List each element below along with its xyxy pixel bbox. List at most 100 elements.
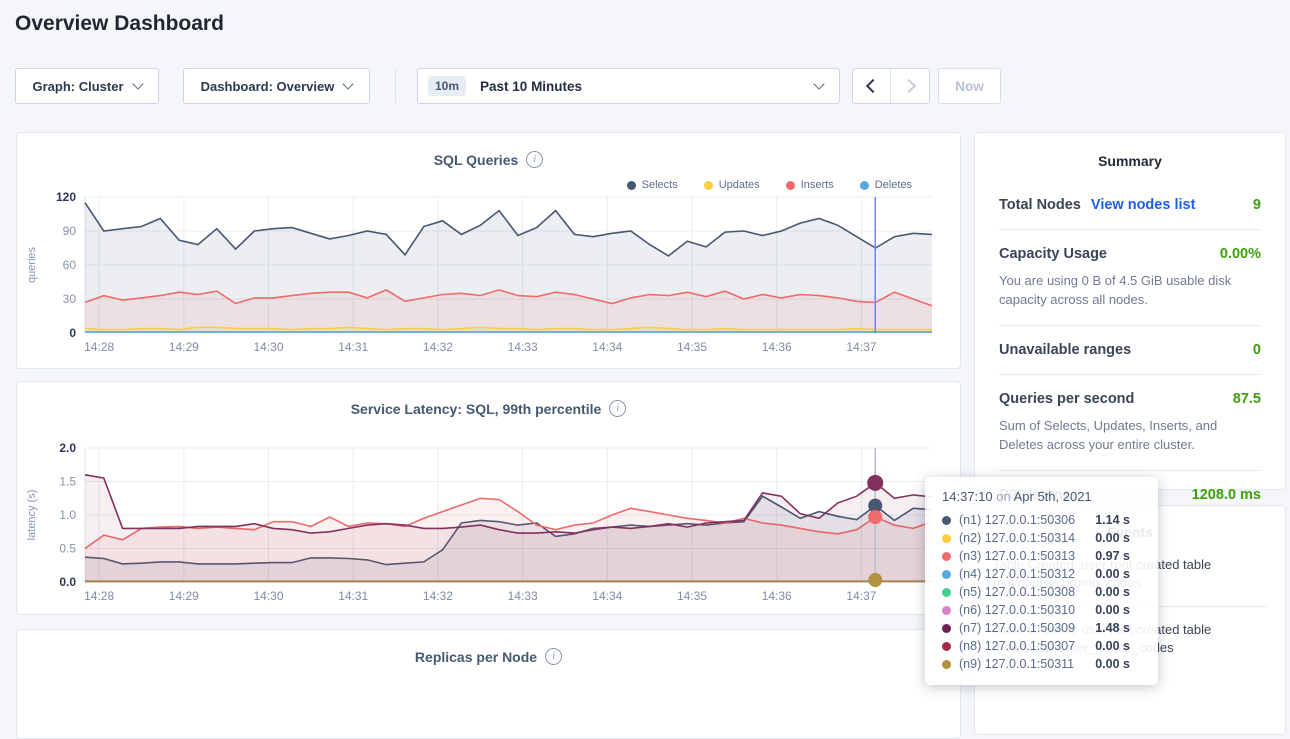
svg-text:latency (s): latency (s) xyxy=(26,490,38,541)
node-address: (n8) 127.0.0.1:50307 xyxy=(959,639,1075,653)
graph-selector-label: Graph: Cluster xyxy=(32,79,123,94)
svg-text:90: 90 xyxy=(63,224,77,238)
tooltip-row: (n9) 127.0.0.1:503110.00 s xyxy=(942,655,1146,673)
svg-text:14:28: 14:28 xyxy=(84,589,114,603)
replicas-per-node-panel: Replicas per Node i xyxy=(16,629,961,739)
dashboard-selector-label: Dashboard: Overview xyxy=(201,79,335,94)
total-nodes-label: Total Nodes xyxy=(999,197,1081,213)
node-color-dot xyxy=(942,534,951,543)
node-color-dot xyxy=(942,516,951,525)
replicas-per-node-title: Replicas per Node xyxy=(415,649,537,665)
capacity-usage-value: 0.00% xyxy=(1220,246,1261,262)
service-latency-title: Service Latency: SQL, 99th percentile xyxy=(351,401,602,417)
p99-latency-value: 1208.0 ms xyxy=(1192,487,1261,503)
svg-text:0.0: 0.0 xyxy=(59,575,76,589)
node-address: (n5) 127.0.0.1:50308 xyxy=(959,585,1075,599)
chevron-down-icon xyxy=(343,78,354,89)
summary-row-capacity: Capacity Usage 0.00% xyxy=(999,246,1261,262)
svg-text:14:36: 14:36 xyxy=(762,340,792,354)
svg-text:60: 60 xyxy=(63,258,77,272)
node-color-dot xyxy=(942,552,951,561)
svg-text:30: 30 xyxy=(63,292,77,306)
svg-text:14:32: 14:32 xyxy=(423,589,453,603)
node-color-dot xyxy=(942,660,951,669)
summary-title: Summary xyxy=(999,153,1261,169)
sql-queries-chart[interactable]: 030609012014:2814:2914:3014:3114:3214:33… xyxy=(19,189,944,359)
svg-text:queries: queries xyxy=(26,246,38,283)
svg-text:1.5: 1.5 xyxy=(59,475,76,489)
controls-divider xyxy=(395,70,396,103)
tooltip-row: (n6) 127.0.0.1:50310 0.00 s xyxy=(942,601,1146,619)
svg-text:14:30: 14:30 xyxy=(254,589,284,603)
svg-text:14:35: 14:35 xyxy=(677,589,707,603)
tooltip-row: (n3) 127.0.0.1:50313 0.97 s xyxy=(942,547,1146,565)
svg-text:120: 120 xyxy=(56,190,76,204)
node-color-dot xyxy=(942,588,951,597)
divider xyxy=(999,229,1261,230)
service-latency-chart[interactable]: 0.00.51.01.52.014:2814:2914:3014:3114:32… xyxy=(19,440,944,608)
svg-text:0.5: 0.5 xyxy=(59,542,76,556)
svg-text:14:33: 14:33 xyxy=(508,589,538,603)
node-latency-value: 0.00 s xyxy=(1095,603,1146,617)
chevron-right-icon xyxy=(901,79,915,93)
node-address: (n1) 127.0.0.1:50306 xyxy=(959,513,1075,527)
time-range-label: Past 10 Minutes xyxy=(480,79,582,94)
sql-queries-title: SQL Queries xyxy=(434,152,519,168)
info-icon[interactable]: i xyxy=(609,400,626,417)
node-address: (n7) 127.0.0.1:50309 xyxy=(959,621,1075,635)
summary-row-unavailable: Unavailable ranges 0 xyxy=(999,342,1261,358)
info-icon[interactable]: i xyxy=(545,648,562,665)
node-latency-value: 0.00 s xyxy=(1095,531,1146,545)
node-address: (n3) 127.0.0.1:50313 xyxy=(959,549,1075,563)
svg-text:14:31: 14:31 xyxy=(338,340,368,354)
time-range-selector[interactable]: 10m Past 10 Minutes xyxy=(417,68,840,104)
time-next-button[interactable] xyxy=(891,69,929,103)
node-color-dot xyxy=(942,642,951,651)
graph-selector[interactable]: Graph: Cluster xyxy=(15,68,159,104)
tooltip-row: (n1) 127.0.0.1:50306 1.14 s xyxy=(942,511,1146,529)
summary-row-total-nodes: Total Nodes View nodes list 9 xyxy=(999,197,1261,213)
page-title: Overview Dashboard xyxy=(15,12,224,36)
tooltip-row: (n4) 127.0.0.1:503120.00 s xyxy=(942,565,1146,583)
capacity-usage-desc: You are using 0 B of 4.5 GiB usable disk… xyxy=(999,271,1261,309)
svg-text:14:29: 14:29 xyxy=(169,340,199,354)
tooltip-row: (n2) 127.0.0.1:503140.00 s xyxy=(942,529,1146,547)
tooltip-timestamp: 14:37:10 on Apr 5th, 2021 xyxy=(942,489,1146,504)
time-nav-group xyxy=(852,68,930,104)
divider xyxy=(999,325,1261,326)
node-latency-value: 0.00 s xyxy=(1095,567,1146,581)
node-latency-value: 0.00 s xyxy=(1095,585,1146,599)
svg-text:14:28: 14:28 xyxy=(84,340,114,354)
info-icon[interactable]: i xyxy=(526,151,543,168)
sql-queries-panel: SQL Queries i SelectsUpdatesInsertsDelet… xyxy=(16,132,961,369)
now-button[interactable]: Now xyxy=(938,68,1001,104)
node-address: (n6) 127.0.0.1:50310 xyxy=(959,603,1075,617)
dashboard-selector[interactable]: Dashboard: Overview xyxy=(183,68,370,104)
node-latency-value: 0.00 s xyxy=(1095,657,1146,671)
time-prev-button[interactable] xyxy=(853,69,891,103)
view-nodes-list-link[interactable]: View nodes list xyxy=(1091,197,1196,213)
tooltip-rows: (n1) 127.0.0.1:50306 1.14 s (n2) 127.0.0.1… xyxy=(942,511,1146,673)
svg-text:14:32: 14:32 xyxy=(423,340,453,354)
svg-text:14:34: 14:34 xyxy=(592,340,622,354)
unavailable-ranges-value: 0 xyxy=(1253,342,1261,358)
chart-hover-tooltip: 14:37:10 on Apr 5th, 2021 (n1) 127.0.0.1… xyxy=(925,477,1158,685)
svg-text:14:34: 14:34 xyxy=(592,589,622,603)
time-range-badge: 10m xyxy=(428,76,466,96)
tooltip-row: (n7) 127.0.0.1:50309 1.48 s xyxy=(942,619,1146,637)
svg-text:0: 0 xyxy=(69,326,76,340)
svg-text:14:31: 14:31 xyxy=(338,589,368,603)
qps-label: Queries per second xyxy=(999,391,1134,407)
svg-text:14:36: 14:36 xyxy=(762,589,792,603)
unavailable-ranges-label: Unavailable ranges xyxy=(999,342,1131,358)
capacity-usage-label: Capacity Usage xyxy=(999,246,1107,262)
summary-row-qps: Queries per second 87.5 xyxy=(999,391,1261,407)
node-latency-value: 1.14 s xyxy=(1095,513,1146,527)
node-color-dot xyxy=(942,570,951,579)
node-latency-value: 1.48 s xyxy=(1095,621,1146,635)
chevron-down-icon xyxy=(132,78,143,89)
node-latency-value: 0.97 s xyxy=(1095,549,1146,563)
svg-text:1.0: 1.0 xyxy=(59,508,76,522)
svg-text:14:35: 14:35 xyxy=(677,340,707,354)
svg-text:14:30: 14:30 xyxy=(254,340,284,354)
